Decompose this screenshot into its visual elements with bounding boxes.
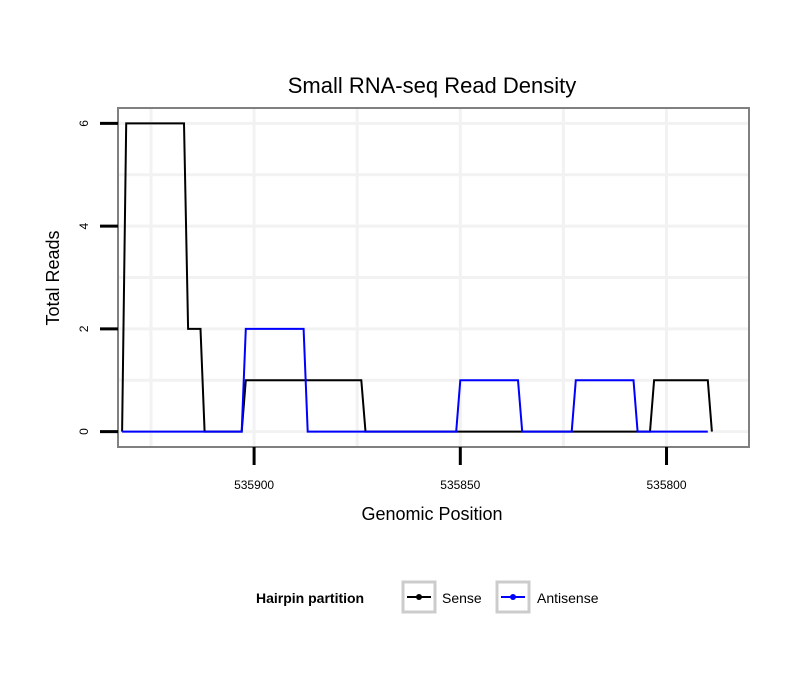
x-tick-label: 535800 bbox=[646, 478, 686, 492]
y-tick-label: 2 bbox=[77, 325, 91, 332]
x-tick-label: 535900 bbox=[234, 478, 274, 492]
legend-title: Hairpin partition bbox=[256, 590, 364, 606]
plot-border bbox=[117, 107, 750, 448]
legend-label-sense: Sense bbox=[442, 590, 482, 606]
y-tick-label: 6 bbox=[77, 120, 91, 127]
legend-point-antisense bbox=[510, 594, 516, 600]
y-tick-label: 0 bbox=[77, 428, 91, 435]
y-axis-title: Total Reads bbox=[43, 230, 63, 325]
chart-title: Small RNA-seq Read Density bbox=[288, 73, 577, 98]
data-lines bbox=[121, 122, 713, 433]
legend-label-antisense: Antisense bbox=[537, 590, 599, 606]
series-line-antisense bbox=[122, 327, 708, 433]
y-axis: 0 2 4 6 bbox=[77, 120, 118, 435]
x-tick-label: 535850 bbox=[440, 478, 480, 492]
x-axis-title: Genomic Position bbox=[361, 504, 502, 524]
legend-point-sense bbox=[416, 594, 422, 600]
y-tick-label: 4 bbox=[77, 222, 91, 229]
legend: Hairpin partition Sense Antisense bbox=[256, 580, 599, 614]
x-axis: 535900 535850 535800 bbox=[234, 447, 687, 492]
